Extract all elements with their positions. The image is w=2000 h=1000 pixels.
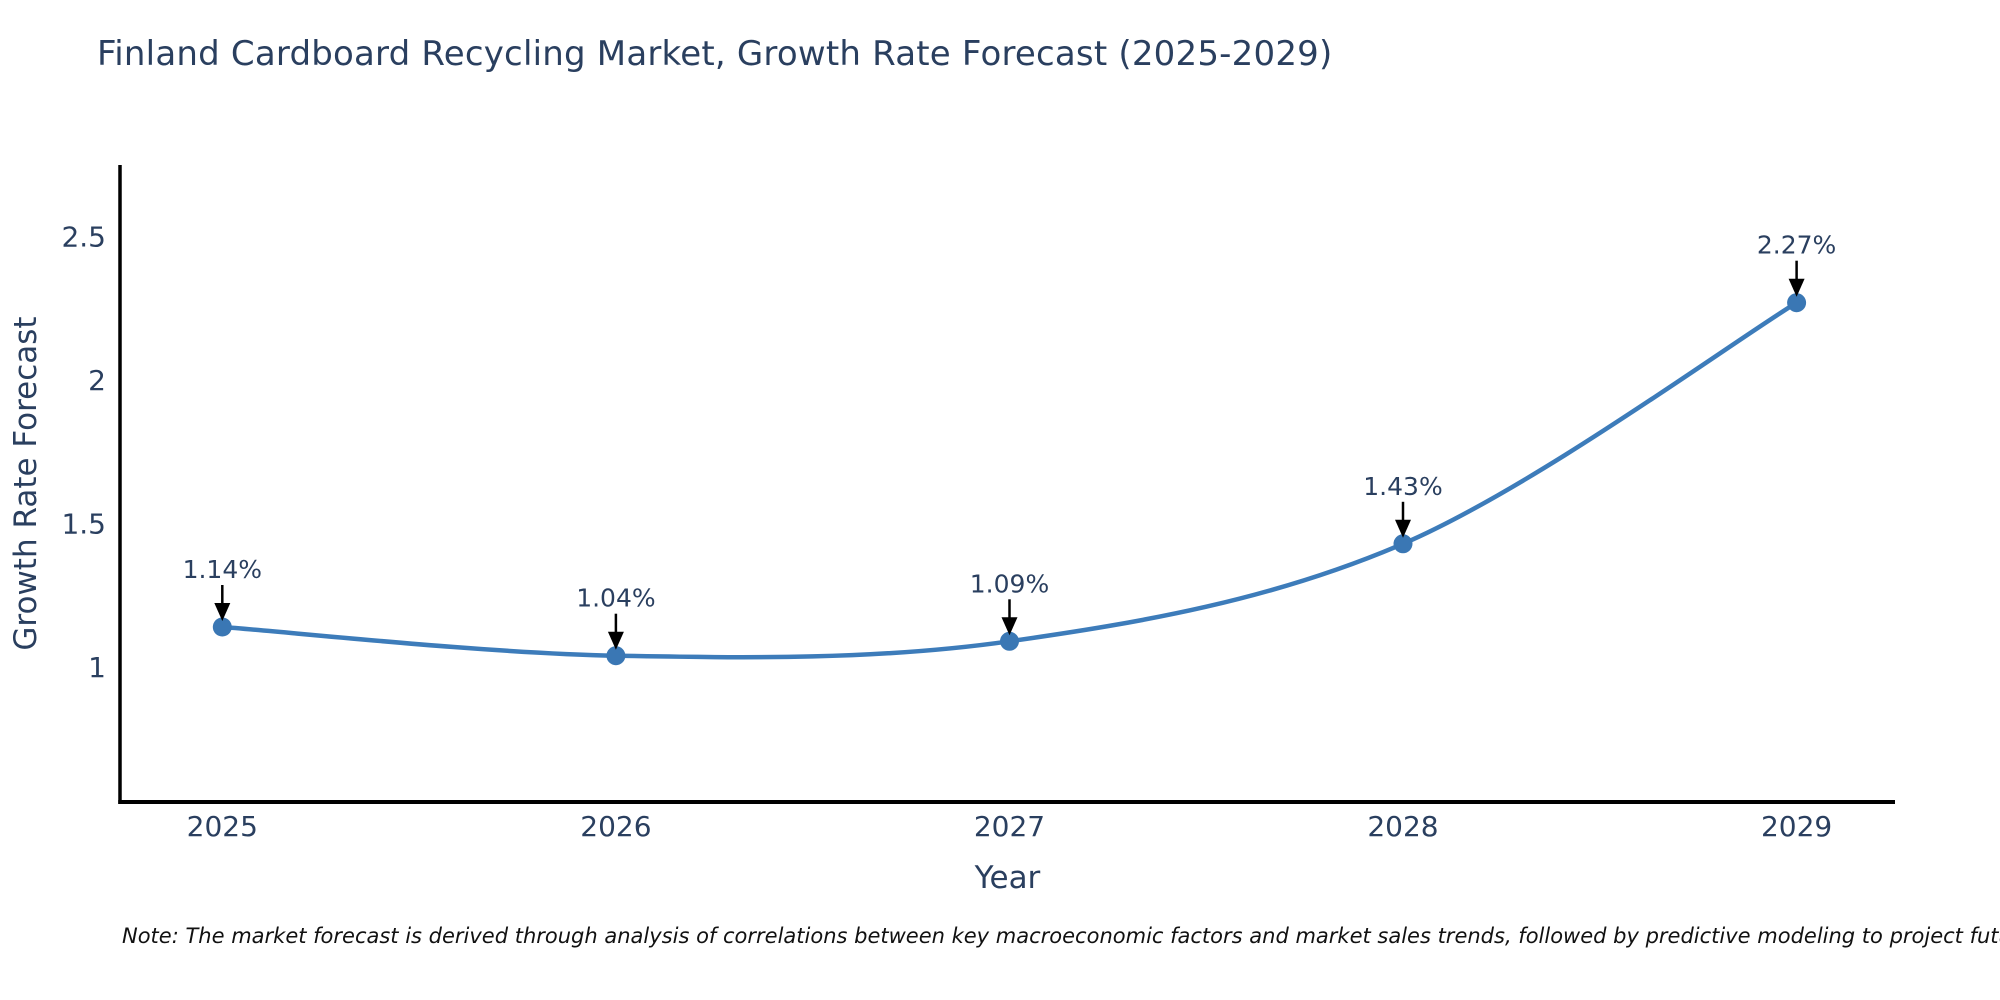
x-axis-tick-label: 2026: [580, 810, 651, 843]
data-point-marker: [1787, 293, 1807, 313]
chart-footnote: Note: The market forecast is derived thr…: [122, 924, 2000, 948]
y-axis-tick-label: 1: [88, 651, 106, 684]
y-axis-tick-label: 2.5: [61, 221, 106, 254]
x-axis-tick-label: 2028: [1367, 810, 1438, 843]
annotation-arrow-head: [1001, 617, 1018, 636]
data-point-label: 1.04%: [576, 584, 655, 613]
chart-title: Finland Cardboard Recycling Market, Grow…: [97, 34, 1333, 74]
data-point-label: 1.09%: [970, 569, 1049, 598]
y-axis-tick-label: 1.5: [61, 508, 106, 541]
data-point-label: 1.43%: [1363, 472, 1442, 501]
data-point-marker: [212, 617, 232, 637]
data-point-marker: [606, 646, 626, 666]
x-axis-title: Year: [974, 860, 1041, 896]
x-axis-tick-label: 2027: [974, 810, 1045, 843]
y-axis-tick-label: 2: [88, 364, 106, 397]
annotation-arrow-head: [1788, 278, 1805, 297]
annotation-arrow-head: [214, 603, 231, 621]
x-axis-tick-label: 2025: [187, 810, 258, 843]
data-point-marker: [1000, 631, 1019, 651]
x-axis-tick-label: 2029: [1761, 810, 1832, 843]
annotation-arrow-head: [1395, 519, 1411, 538]
annotation-arrow-head: [607, 631, 624, 650]
data-point-label: 1.14%: [183, 555, 262, 584]
data-point-label: 2.27%: [1757, 231, 1836, 260]
y-axis-title: Growth Rate Forecast: [8, 316, 44, 650]
series-line: [220, 300, 1799, 660]
data-point-marker: [1393, 534, 1413, 554]
